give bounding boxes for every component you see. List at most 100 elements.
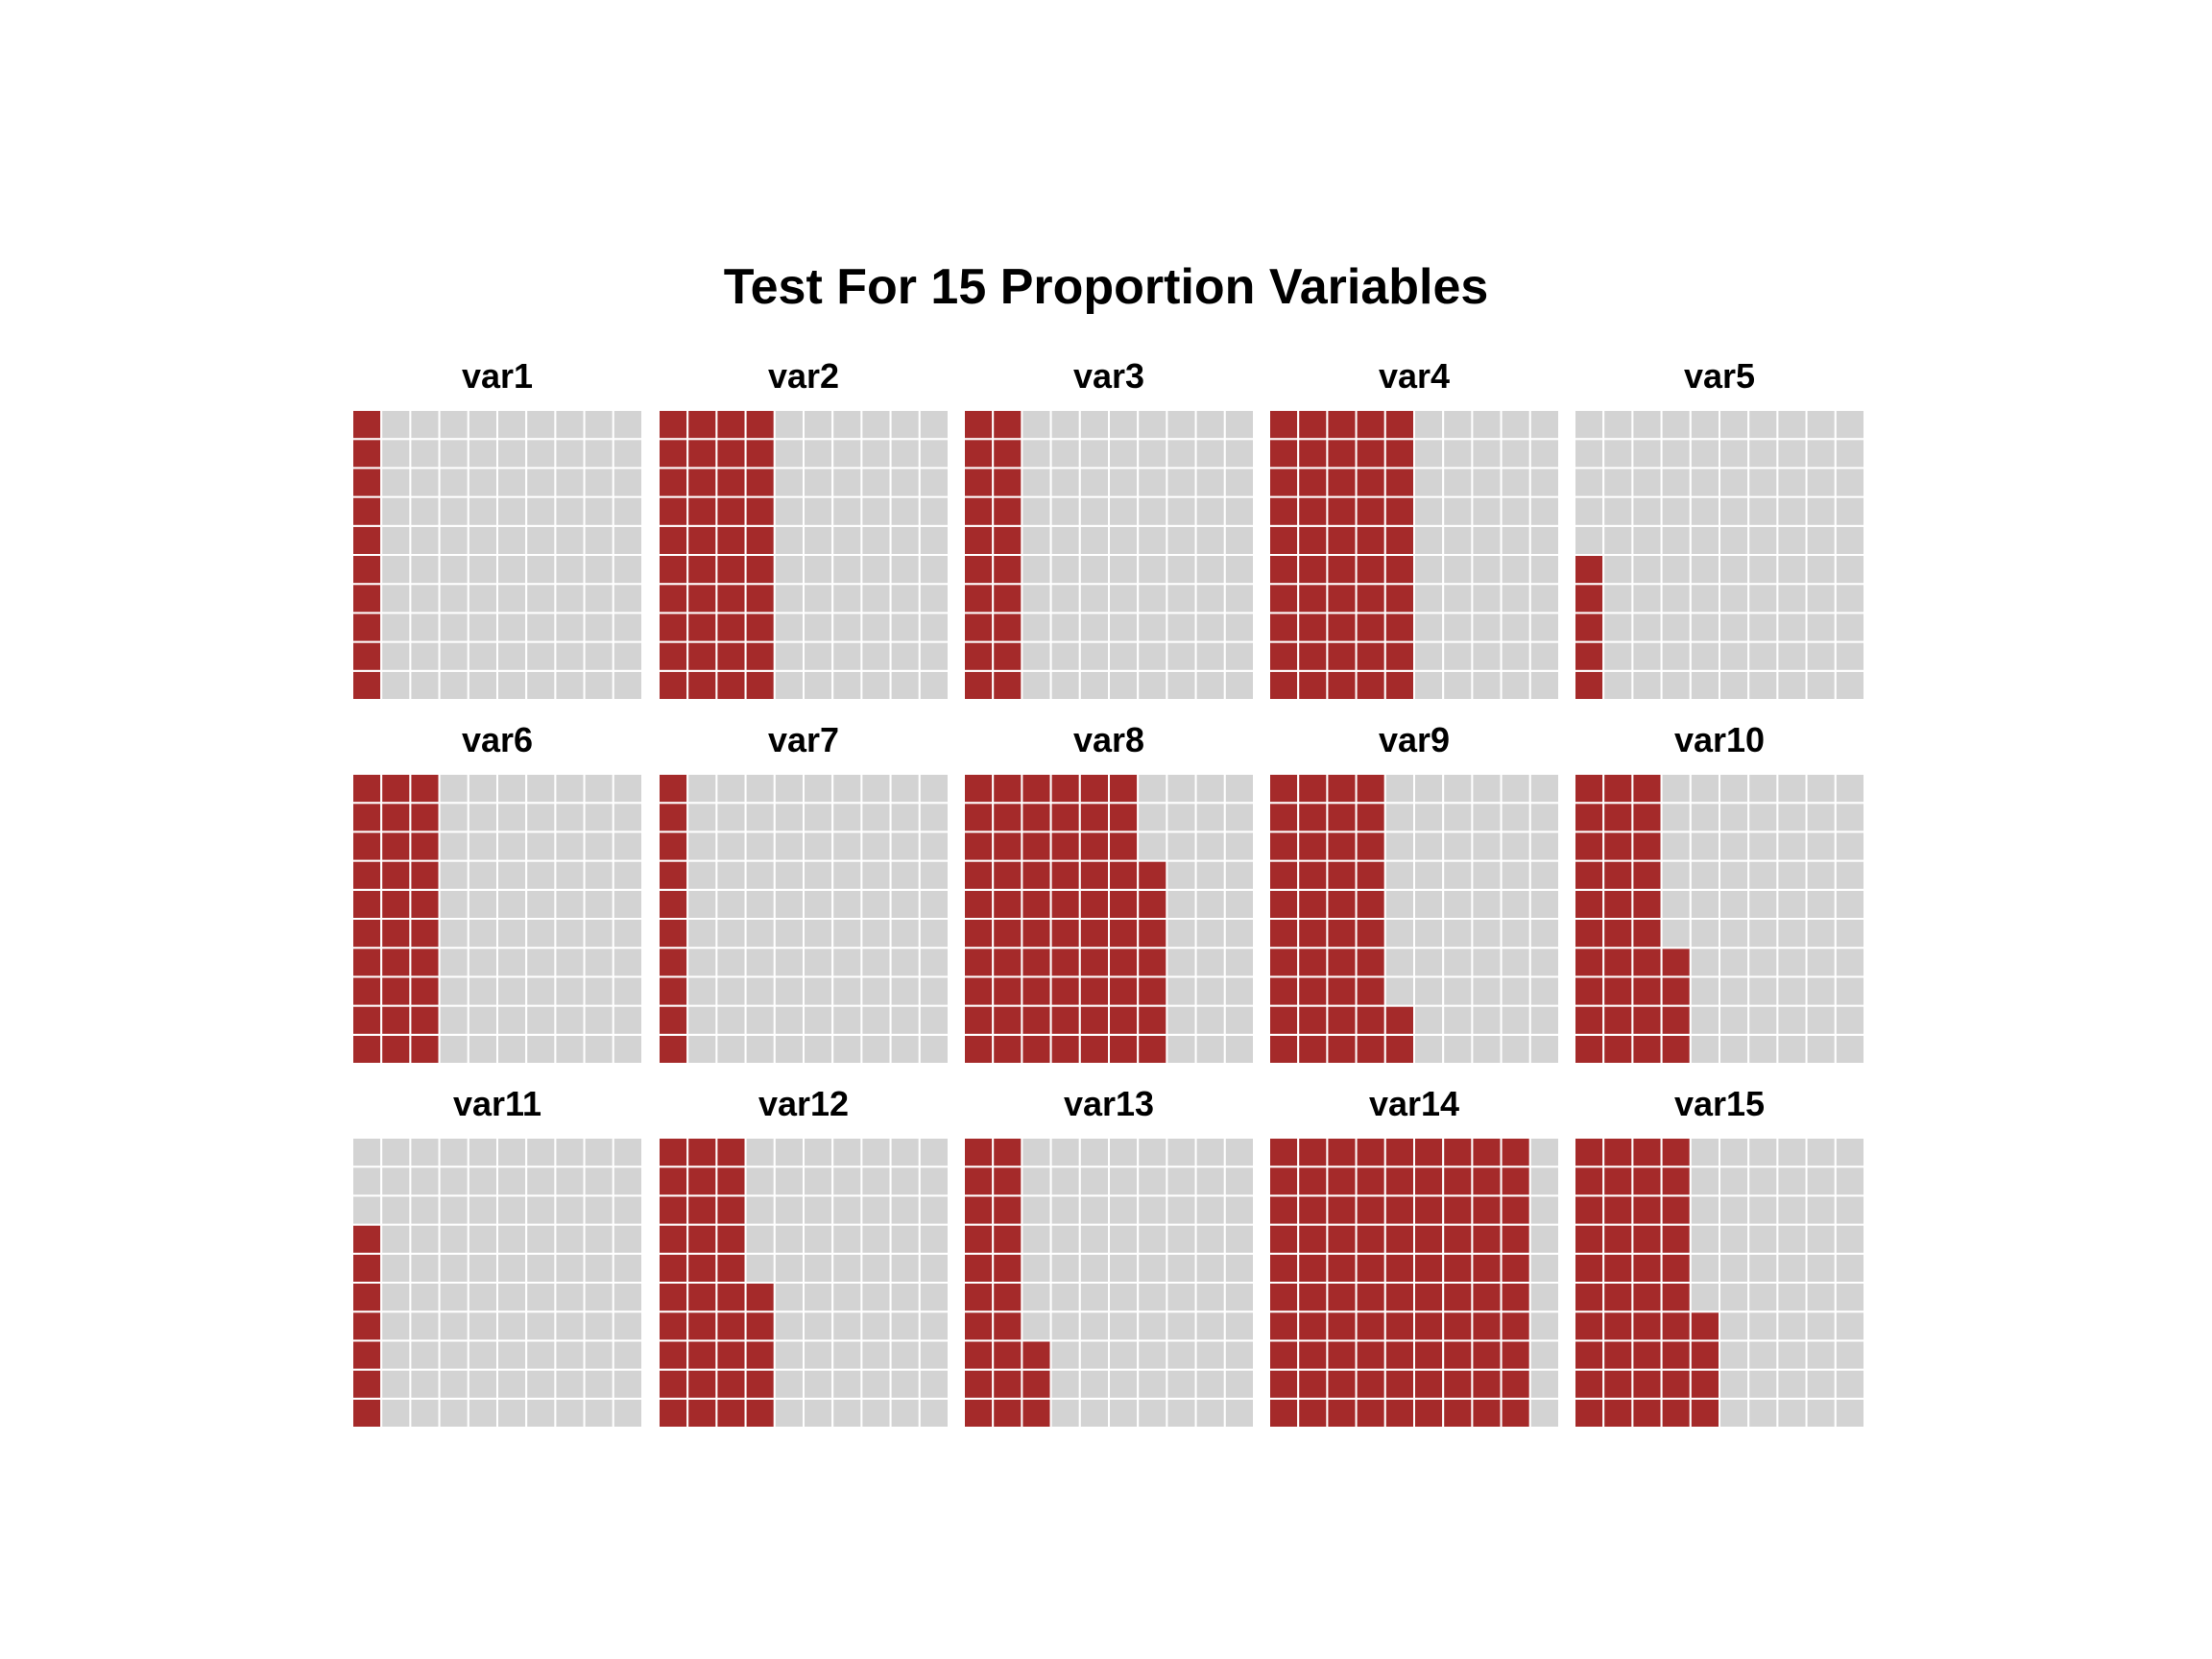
waffle-cell-empty: [686, 918, 718, 950]
waffle-cell-filled: [1108, 802, 1140, 833]
waffle-cell-empty: [860, 1223, 892, 1255]
waffle-cell-empty: [744, 888, 776, 920]
waffle-cell-empty: [803, 1252, 834, 1285]
waffle-cell-filled: [1268, 918, 1300, 950]
waffle-cell-empty: [1194, 1223, 1226, 1255]
waffle-cell-empty: [831, 773, 863, 805]
waffle-cell-empty: [1166, 859, 1197, 891]
waffle-cell-empty: [715, 859, 747, 891]
waffle-cell-empty: [1049, 438, 1081, 469]
waffle-cell-empty: [803, 554, 834, 586]
waffle-cell-empty: [1776, 947, 1808, 978]
waffle-cell-empty: [583, 669, 614, 701]
waffle-cell-empty: [554, 773, 586, 805]
waffle-cell-filled: [1297, 947, 1329, 978]
waffle-cell-filled: [1355, 1282, 1386, 1313]
waffle-cell-empty: [889, 438, 921, 469]
waffle-cell-filled: [1442, 1223, 1474, 1255]
waffle-cell-empty: [831, 947, 863, 978]
waffle-cell-filled: [1631, 1223, 1663, 1255]
waffle-cell-empty: [831, 1194, 863, 1226]
waffle-cell-empty: [1719, 554, 1750, 586]
waffle-cell-empty: [1078, 1137, 1111, 1168]
waffle-cell-empty: [1631, 438, 1663, 469]
waffle-cell-filled: [1078, 975, 1111, 1007]
waffle-cell-empty: [1021, 1223, 1052, 1255]
waffle-cell-empty: [1413, 947, 1445, 978]
waffle-cell-filled: [658, 1368, 689, 1400]
waffle-cell-empty: [525, 1282, 557, 1313]
waffle-cell-filled: [992, 640, 1023, 672]
waffle-cell-empty: [1223, 859, 1256, 891]
waffle-cell-empty: [1747, 583, 1779, 614]
waffle-cell-empty: [1805, 1223, 1837, 1255]
waffle-cell-empty: [1049, 554, 1081, 586]
waffle-cell-empty: [860, 612, 892, 643]
waffle-cell-filled: [1326, 612, 1358, 643]
waffle-cell-empty: [1660, 612, 1692, 643]
waffle-cell-empty: [918, 1368, 950, 1400]
waffle-cell-empty: [1776, 1397, 1808, 1430]
waffle-cell-empty: [773, 467, 805, 498]
waffle-cell-empty: [918, 1282, 950, 1313]
waffle-cell-empty: [803, 888, 834, 920]
waffle-cell-empty: [1528, 1166, 1561, 1197]
waffle-cell-empty: [583, 947, 614, 978]
waffle-cell-filled: [1383, 612, 1416, 643]
waffle-cell-filled: [1268, 438, 1300, 469]
waffle-cell-empty: [773, 830, 805, 862]
waffle-cell-filled: [658, 467, 689, 498]
waffle-cell-empty: [744, 1137, 776, 1168]
waffle-cell-filled: [686, 1166, 718, 1197]
waffle-cell-empty: [1719, 947, 1750, 978]
waffle-cell-empty: [1719, 640, 1750, 672]
waffle-cell-empty: [467, 802, 498, 833]
waffle-cell-empty: [918, 859, 950, 891]
waffle-cell-empty: [1500, 830, 1531, 862]
waffle-cell-empty: [889, 802, 921, 833]
waffle-cell-filled: [1574, 1223, 1605, 1255]
waffle-cell-empty: [1471, 773, 1503, 805]
waffle-cell-filled: [1442, 1252, 1474, 1285]
waffle-cell-empty: [612, 1137, 643, 1168]
waffle-cell-empty: [1500, 409, 1531, 441]
waffle-cell-empty: [496, 1368, 528, 1400]
waffle-cell-filled: [658, 947, 689, 978]
waffle-cell-empty: [1194, 1033, 1226, 1066]
waffle-cell-empty: [1500, 975, 1531, 1007]
waffle-cell-empty: [496, 1339, 528, 1371]
waffle-cell-empty: [1747, 947, 1779, 978]
waffle-cell-filled: [1383, 1033, 1416, 1066]
waffle-cell-filled: [1631, 802, 1663, 833]
waffle-cell-filled: [658, 975, 689, 1007]
waffle-cell-empty: [1194, 918, 1226, 950]
waffle-cell-filled: [1108, 947, 1140, 978]
waffle-cell-empty: [525, 1137, 557, 1168]
waffle-cell-filled: [1355, 467, 1386, 498]
waffle-cell-empty: [1108, 1137, 1140, 1168]
waffle-cell-filled: [1355, 1166, 1386, 1197]
waffle-cell-empty: [496, 830, 528, 862]
waffle-cell-empty: [889, 888, 921, 920]
waffle-cell-empty: [1834, 1252, 1866, 1285]
waffle-cell-filled: [1326, 859, 1358, 891]
waffle-cell-empty: [554, 640, 586, 672]
waffle-cell-filled: [715, 669, 747, 701]
waffle-cell-empty: [1471, 975, 1503, 1007]
waffle-cell-empty: [1413, 612, 1445, 643]
waffle-cell-empty: [1108, 554, 1140, 586]
waffle-cell-empty: [773, 975, 805, 1007]
waffle-cell-filled: [1500, 1223, 1531, 1255]
waffle-cell-empty: [860, 1368, 892, 1400]
waffle-cell-empty: [380, 1282, 412, 1313]
waffle-cell-filled: [658, 409, 689, 441]
waffle-cell-empty: [467, 1033, 498, 1066]
waffle-cell-empty: [467, 1368, 498, 1400]
waffle-cell-empty: [1602, 409, 1634, 441]
waffle-cell-empty: [1747, 888, 1779, 920]
waffle-cell-filled: [1442, 1397, 1474, 1430]
waffle-cell-filled: [963, 918, 995, 950]
waffle-cell-filled: [351, 918, 383, 950]
waffle-cell-filled: [1021, 1033, 1052, 1066]
waffle-cell-empty: [889, 1004, 921, 1036]
